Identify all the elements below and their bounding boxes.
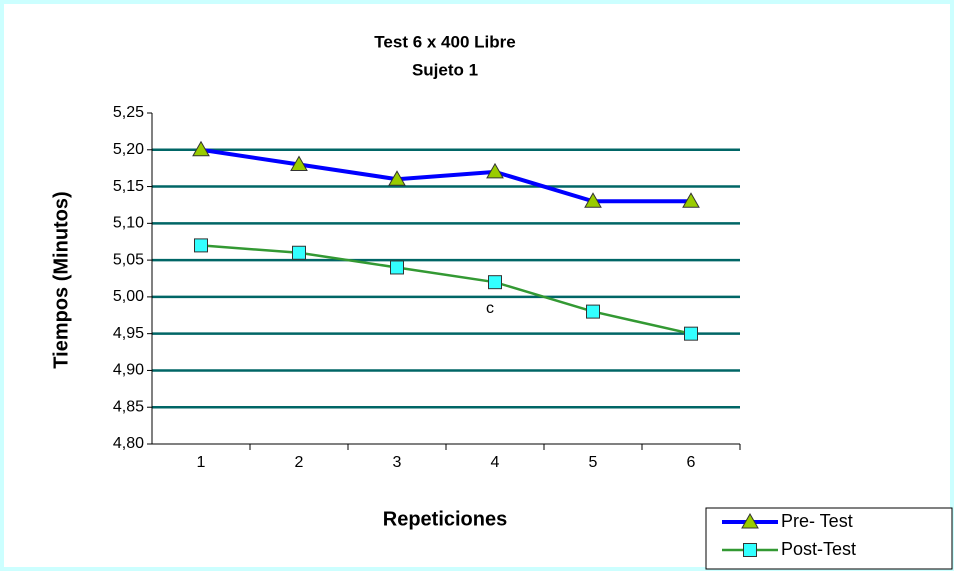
y-tick-label: 5,15 [113,178,144,195]
x-tick-label: 3 [393,454,402,471]
frame [2,2,952,569]
legend-label: Post-Test [781,539,856,559]
y-tick-label: 5,20 [113,141,144,158]
marker [391,261,404,274]
y-tick-label: 5,05 [113,251,144,268]
marker [744,544,757,557]
marker [195,239,208,252]
marker [587,305,600,318]
y-tick-label: 5,10 [113,215,144,232]
legend-label: Pre- Test [781,511,853,531]
x-tick-label: 5 [589,454,598,471]
y-tick-label: 4,90 [113,362,144,379]
x-tick-label: 6 [687,454,696,471]
y-tick-label: 4,80 [113,435,144,452]
marker [489,276,502,289]
chart-title: Test 6 x 400 Libre [374,32,515,51]
x-tick-label: 4 [491,454,500,471]
marker [685,327,698,340]
y-axis-label: Tiempos (Minutos) [50,191,72,368]
x-tick-label: 1 [197,454,206,471]
x-tick-label: 2 [295,454,304,471]
x-axis-label: Repeticiones [383,508,507,530]
chart-subtitle: Sujeto 1 [412,60,478,79]
y-tick-label: 5,25 [113,104,144,121]
y-tick-label: 5,00 [113,288,144,305]
y-tick-label: 4,95 [113,325,144,342]
annotation: c [486,300,494,317]
chart: Test 6 x 400 Libre Sujeto 1 Tiempos (Min… [0,0,954,571]
marker [293,246,306,259]
y-tick-label: 4,85 [113,398,144,415]
